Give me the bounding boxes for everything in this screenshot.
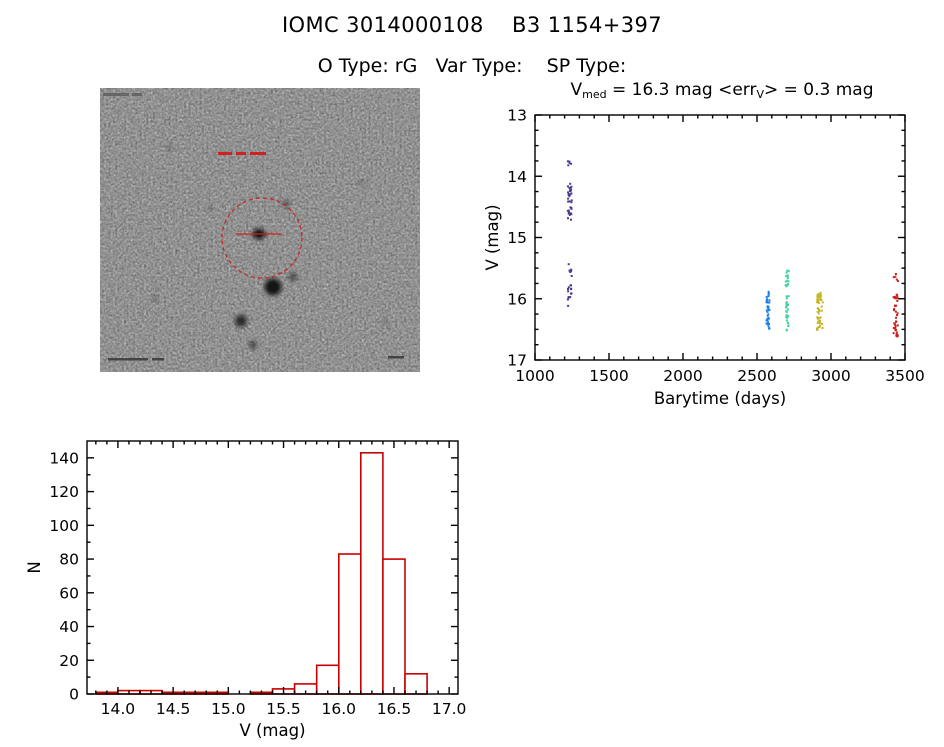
svg-text:14: 14 [507, 168, 527, 186]
svg-text:14.0: 14.0 [101, 700, 136, 718]
svg-text:17.0: 17.0 [432, 700, 467, 718]
finding-chart-image [100, 88, 420, 372]
lc-xlabel: Barytime (days) [654, 389, 786, 408]
vmed-subscript: med [582, 88, 607, 101]
svg-text:16: 16 [507, 290, 527, 308]
subtitle-types: O Type: rG Var Type: SP Type: [317, 55, 627, 77]
svg-text:2500: 2500 [737, 367, 776, 385]
lightcurve-title: Vmed = 16.3 mag <errV> = 0.3 mag [480, 80, 944, 101]
vmed-value-text: = 16.3 mag <err [606, 80, 757, 100]
svg-text:1000: 1000 [515, 367, 554, 385]
lightcurve-panel: Vmed = 16.3 mag <errV> = 0.3 mag 1000 150… [460, 80, 944, 424]
svg-text:16.0: 16.0 [321, 700, 356, 718]
lc-points-epoch-2 [765, 290, 771, 330]
svg-text:3000: 3000 [811, 367, 850, 385]
svg-text:100: 100 [49, 517, 79, 535]
hist-tick-labels: 14.0 14.5 15.0 15.5 16.0 16.5 17.0 0 20 40 60 80 100… [49, 449, 466, 718]
svg-text:15: 15 [507, 229, 527, 247]
svg-text:13: 13 [507, 107, 527, 125]
svg-text:15.0: 15.0 [211, 700, 246, 718]
svg-text:2000: 2000 [663, 367, 702, 385]
svg-text:140: 140 [49, 449, 79, 467]
svg-text:14.5: 14.5 [156, 700, 191, 718]
lc-points-epoch-1 [566, 160, 573, 307]
hist-ylabel: N [25, 561, 44, 573]
vmed-symbol: V [570, 80, 583, 100]
lightcurve-chart-svg: 1000 1500 2000 2500 3000 3500 13 14 15 16 17 Baryti… [483, 107, 925, 409]
svg-text:3500: 3500 [885, 367, 924, 385]
lc-points-epoch-5 [892, 273, 899, 338]
histogram-chart-svg: 14.0 14.5 15.0 15.5 16.0 16.5 17.0 0 20 40 60 80 100… [25, 440, 466, 740]
svg-text:80: 80 [59, 551, 79, 569]
hist-xlabel: V (mag) [239, 721, 305, 740]
annotation-marks [103, 93, 404, 361]
svg-text:60: 60 [59, 584, 79, 602]
errv-value-text: > = 0.3 mag [764, 80, 874, 100]
svg-text:20: 20 [59, 652, 79, 670]
hist-bars [95, 451, 428, 695]
svg-text:40: 40 [59, 618, 79, 636]
lc-tick-labels: 1000 1500 2000 2500 3000 3500 13 14 15 16 17 [507, 107, 924, 386]
lc-axes [534, 114, 906, 361]
svg-text:1500: 1500 [589, 367, 628, 385]
finding-chart [100, 88, 420, 372]
lc-ylabel: V (mag) [483, 204, 502, 270]
errv-subscript: V [756, 88, 764, 101]
svg-text:17: 17 [507, 352, 527, 370]
lc-points-epoch-4 [815, 291, 824, 331]
source-marker-circle [221, 197, 303, 279]
lc-points-epoch-3 [784, 269, 790, 332]
main-title: IOMC 3014000108 B3 1154+397 [281, 13, 663, 37]
hist-axes [86, 440, 459, 695]
svg-text:120: 120 [49, 483, 79, 501]
svg-text:0: 0 [69, 686, 79, 704]
histogram-panel: 14.0 14.5 15.0 15.5 16.0 16.5 17.0 0 20 40 60 80 100… [25, 428, 495, 747]
svg-text:16.5: 16.5 [377, 700, 412, 718]
svg-text:15.5: 15.5 [266, 700, 301, 718]
